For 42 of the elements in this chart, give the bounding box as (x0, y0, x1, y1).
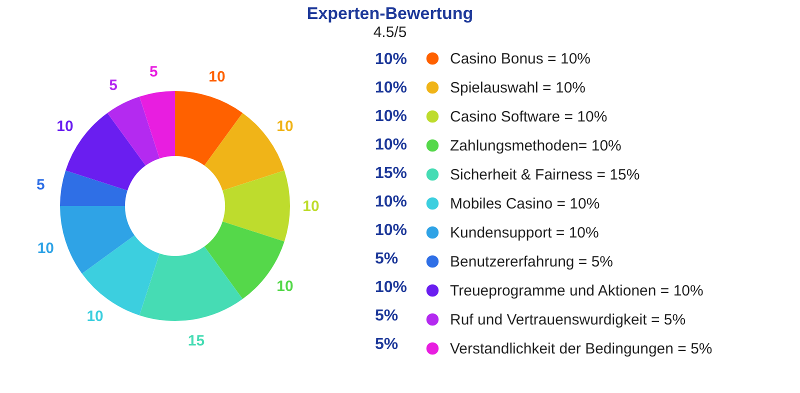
data-label: 15 (188, 332, 205, 350)
text: 10% (375, 222, 408, 239)
text: 15% (375, 165, 408, 182)
donut-slice (175, 91, 243, 166)
data-label: 5 (36, 176, 45, 194)
text: 4.5/5 (373, 24, 407, 41)
legend-label: Mobiles Casino = 10% (450, 196, 600, 212)
donut-slice (60, 170, 128, 206)
legend-label: Ruf und Vertrauenswurdigkeit = 5% (450, 312, 686, 328)
donut-slice (107, 96, 160, 166)
legend-label: Casino Software = 10% (450, 108, 608, 126)
text: 10% (375, 108, 408, 125)
data-label: 10 (37, 240, 54, 258)
text: 5% (375, 308, 398, 324)
data-label: 10 (276, 118, 294, 136)
data-label: 10 (208, 68, 226, 86)
text: 10% (375, 80, 408, 96)
text: 5% (375, 250, 398, 268)
text: 10% (375, 279, 408, 296)
text: 10% (375, 51, 408, 68)
data-label: 5 (109, 76, 118, 94)
legend-label: Zahlungsmethoden= 10% (450, 138, 622, 154)
legend-label: Verstandlichkeit der Bedingungen = 5% (450, 340, 712, 358)
data-label: 10 (56, 118, 74, 136)
legend-label: Casino Bonus = 10% (450, 50, 591, 68)
legend-label: Kundensupport = 10% (450, 224, 599, 242)
legend-label: Spielauswahl = 10% (450, 80, 586, 96)
data-label: 10 (302, 198, 320, 215)
text: 10% (375, 194, 408, 210)
data-label: 10 (276, 278, 294, 295)
donut-slice (222, 170, 290, 242)
data-label: 5 (150, 64, 158, 81)
donut-slice (139, 91, 175, 158)
legend-label: Benutzererfahrung = 5% (450, 254, 614, 270)
text: 10% (375, 136, 408, 154)
donut-slice (139, 246, 243, 321)
donut-slice (60, 206, 135, 274)
legend-label: Treueprogramme und Aktionen = 10% (450, 282, 704, 300)
chart-title: Experten-Bewertung (306, 4, 474, 23)
data-label: 10 (86, 308, 104, 326)
legend-label: Sicherheit & Fairness = 15% (450, 166, 640, 184)
text: 5% (375, 336, 398, 353)
